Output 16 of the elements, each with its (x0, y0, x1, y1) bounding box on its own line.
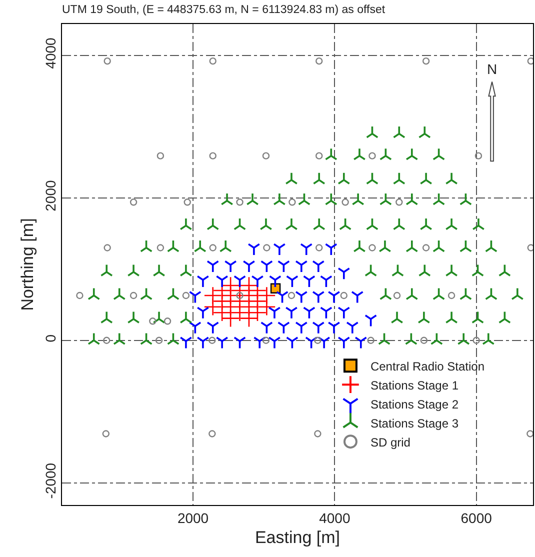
x-tick-label: 6000 (460, 510, 492, 526)
y-tick-label: 0 (42, 334, 58, 342)
chart-title: UTM 19 South, (E = 448375.63 m, N = 6113924.83 m) as offset (62, 4, 386, 16)
y-tick-label: -2000 (42, 462, 58, 499)
legend-label: Central Radio Station (370, 359, 485, 374)
y-tick-label: 2000 (42, 180, 58, 212)
x-axis-title: Easting [m] (254, 528, 340, 548)
x-tick-label: 2000 (177, 510, 209, 526)
legend-label: SD grid (370, 435, 410, 450)
y-axis-title: Northing [m] (18, 218, 37, 311)
x-tick-label: 4000 (319, 510, 350, 526)
legend-label: Stations Stage 2 (370, 397, 459, 412)
legend-label: Stations Stage 1 (370, 378, 459, 392)
y-tick-label: 4000 (42, 37, 58, 69)
annotation: N (487, 61, 498, 77)
legend-label: Stations Stage 3 (370, 416, 459, 430)
